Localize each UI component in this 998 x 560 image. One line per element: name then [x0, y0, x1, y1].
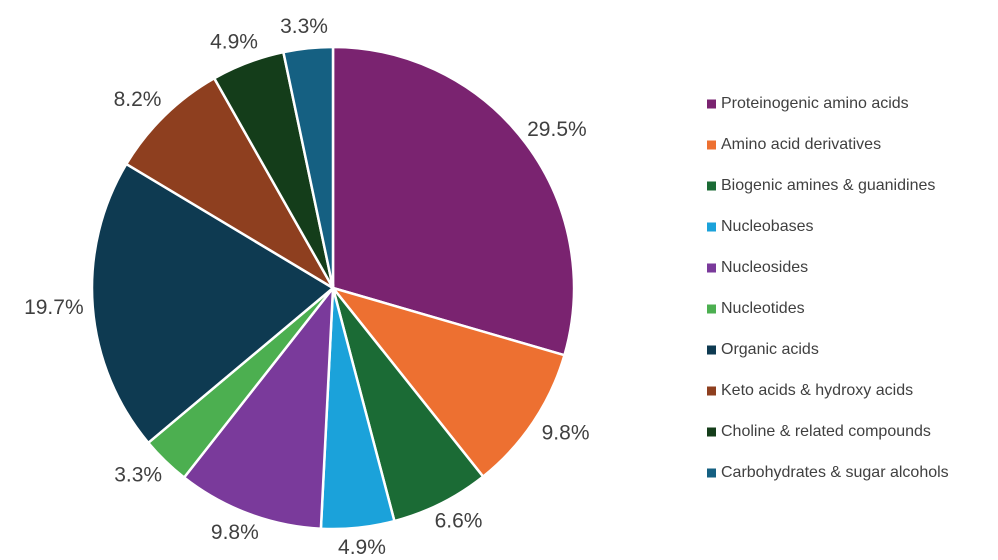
legend-swatch: [707, 304, 716, 314]
pie-slice: [331, 45, 576, 357]
legend-swatch: [707, 386, 716, 396]
legend-swatch: [707, 427, 716, 437]
legend-swatch: [707, 345, 716, 355]
legend-label: Carbohydrates & sugar alcohols: [721, 464, 949, 481]
legend-swatch: [707, 263, 716, 273]
data-label: 19.7%: [24, 296, 84, 319]
legend-label: Organic acids: [721, 341, 819, 358]
legend-swatch: [707, 468, 716, 478]
legend-label: Amino acid derivatives: [721, 136, 881, 153]
legend-label: Proteinogenic amino acids: [721, 95, 909, 112]
data-label: 3.3%: [114, 464, 162, 487]
legend-label: Choline & related compounds: [721, 423, 931, 440]
data-label: 4.9%: [210, 30, 258, 53]
pie-slice: [90, 162, 336, 445]
pie-slice: [281, 45, 335, 289]
legend-swatch: [707, 222, 716, 232]
legend-label: Nucleosides: [721, 259, 808, 276]
legend-swatch: [707, 181, 716, 191]
legend-label: Keto acids & hydroxy acids: [721, 382, 913, 399]
pie-slice: [329, 285, 566, 479]
data-label: 3.3%: [280, 15, 328, 38]
legend-label: Nucleobases: [721, 218, 814, 235]
legend-swatch: [707, 140, 716, 150]
data-label: 9.8%: [542, 421, 590, 444]
data-label: 4.9%: [338, 536, 386, 559]
pie-slice: [124, 76, 337, 292]
legend-label: Biogenic amines & guanidines: [721, 177, 935, 194]
data-label: 8.2%: [114, 88, 162, 111]
data-label: 29.5%: [527, 118, 587, 141]
legend-swatch: [707, 99, 716, 109]
legend-label: Nucleotides: [721, 300, 805, 317]
data-label: 9.8%: [211, 521, 259, 544]
pie-slice: [182, 284, 335, 531]
data-label: 6.6%: [435, 510, 483, 533]
